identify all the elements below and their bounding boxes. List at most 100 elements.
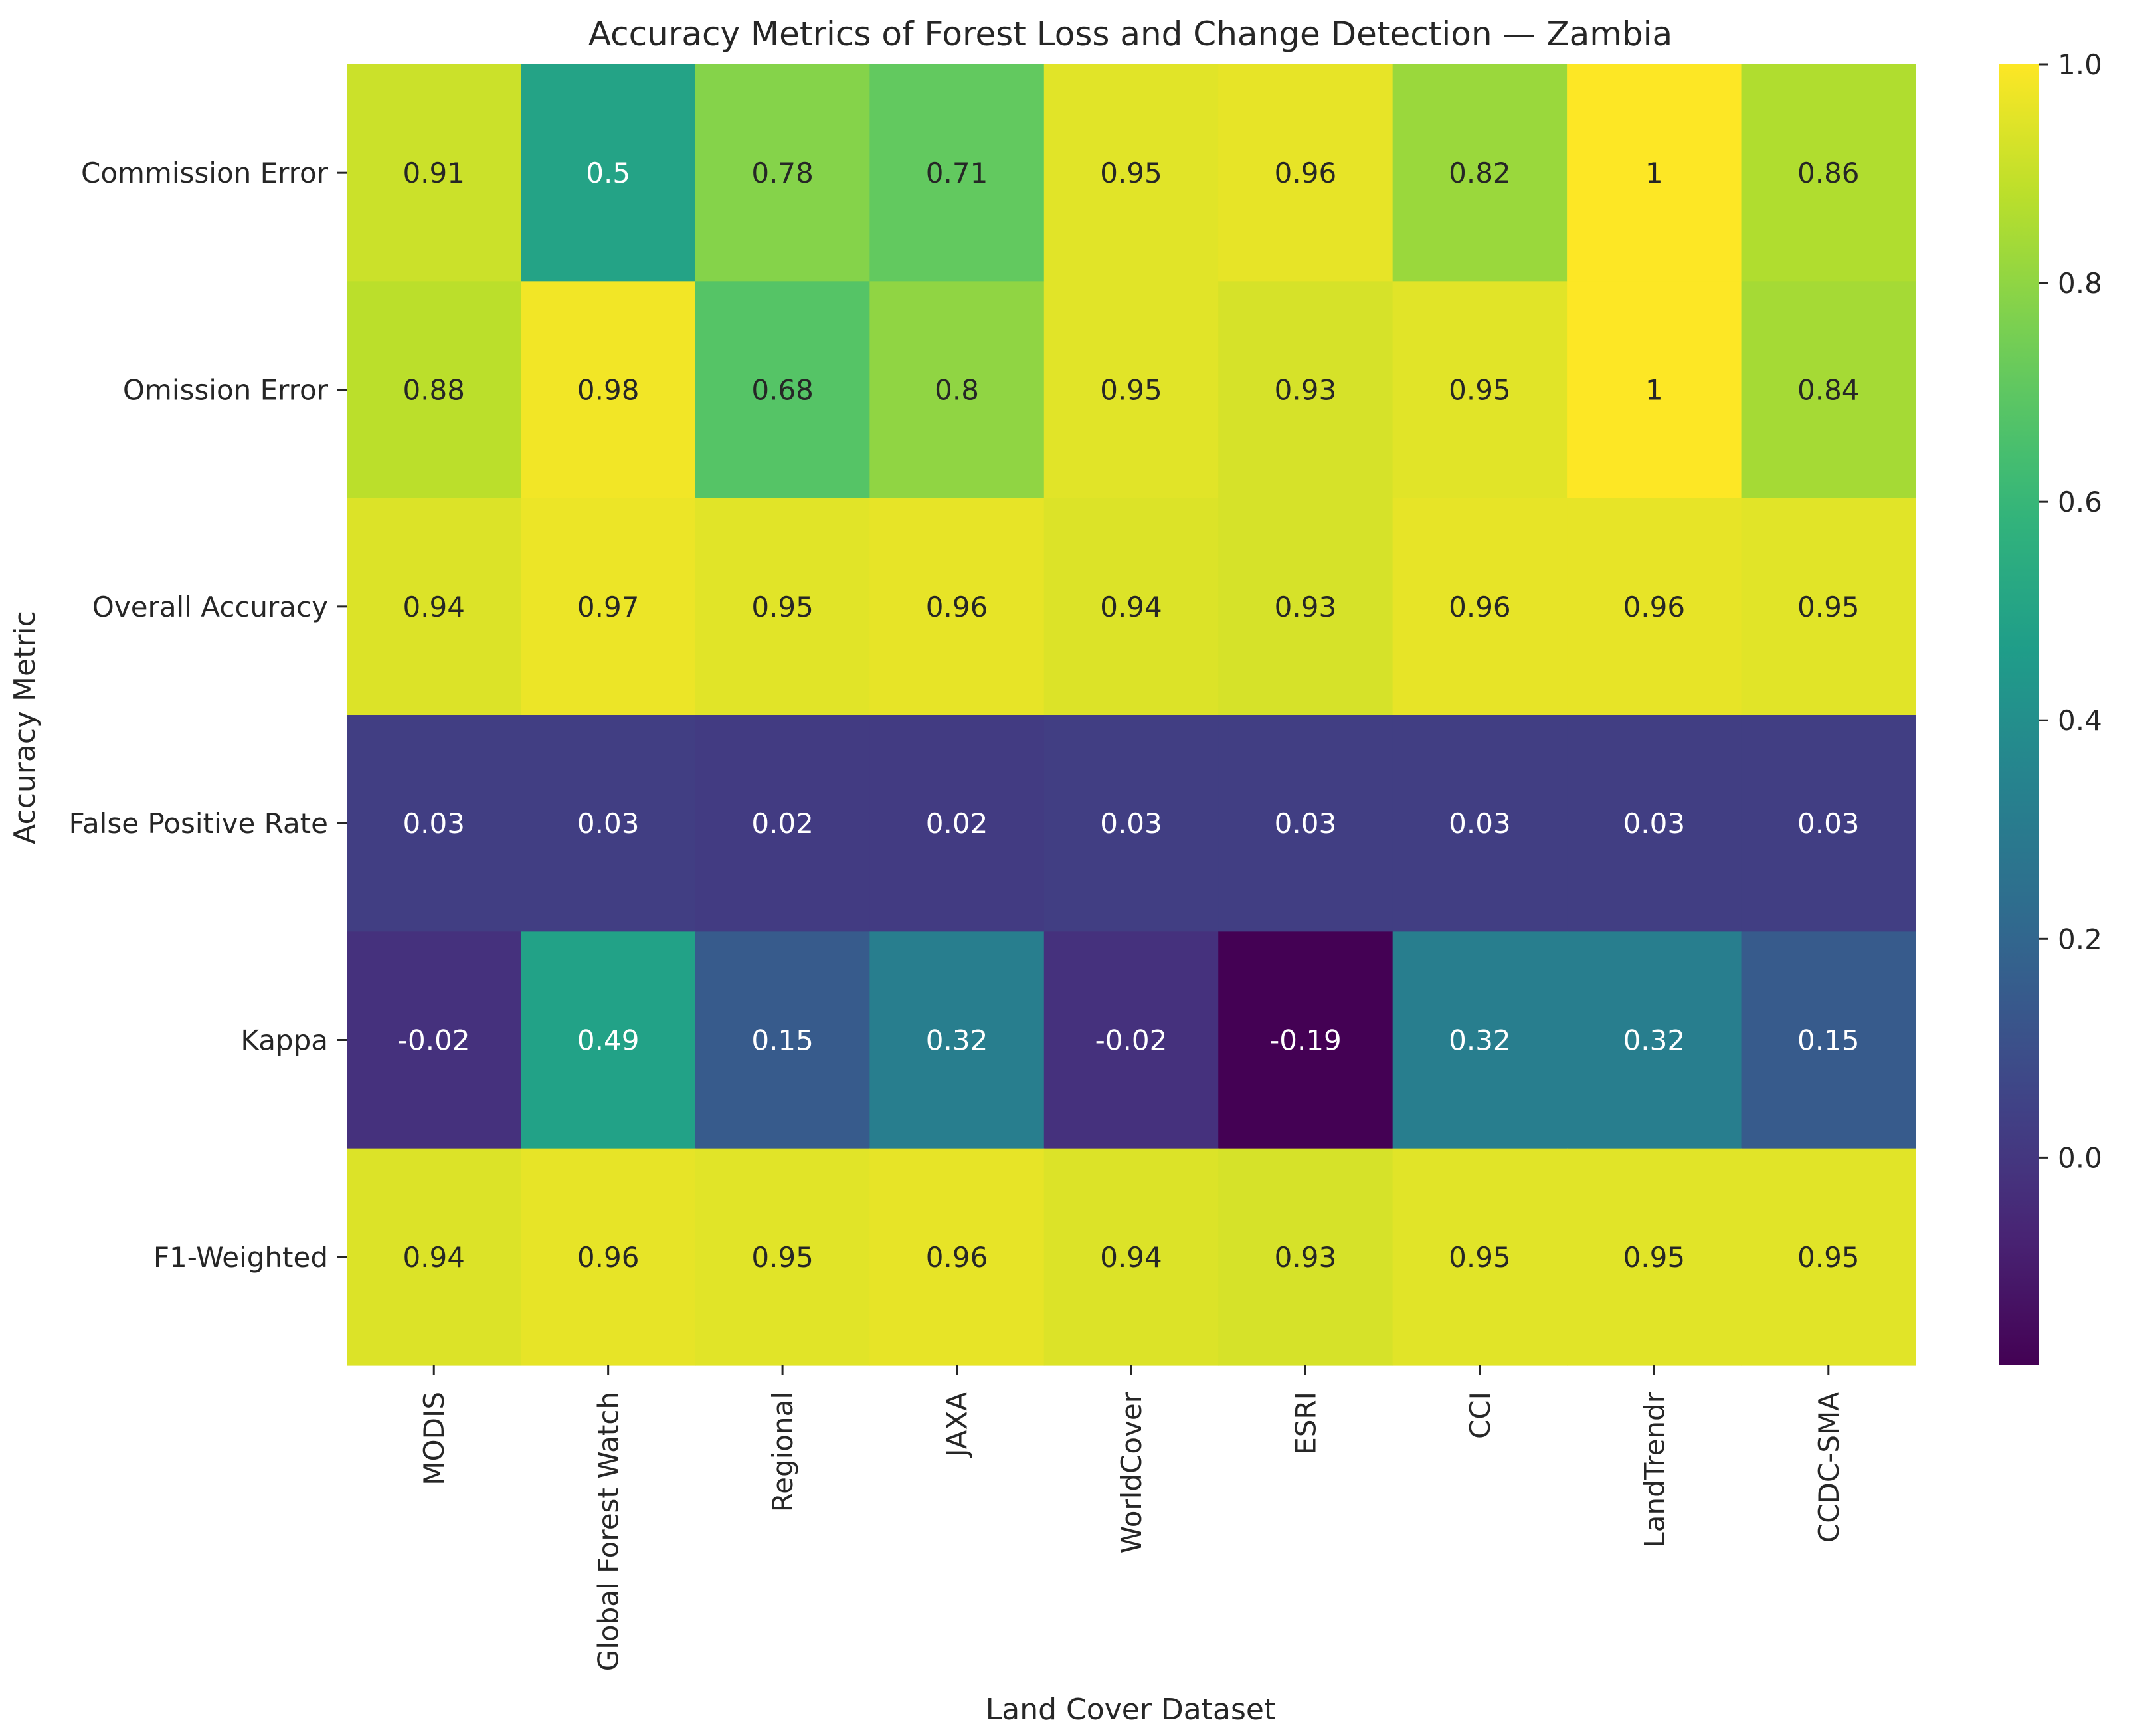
cell-value-label: 0.49 bbox=[577, 1024, 640, 1057]
heatmap-cell bbox=[695, 281, 870, 499]
cell-value-label: 0.94 bbox=[403, 591, 465, 623]
y-tick-label: F1-Weighted bbox=[153, 1241, 328, 1274]
cell-value-label: 0.82 bbox=[1449, 157, 1511, 189]
x-tick-label: Global Forest Watch bbox=[592, 1392, 625, 1671]
heatmap-cell bbox=[1392, 1148, 1568, 1366]
x-tick-label: JAXA bbox=[941, 1392, 974, 1459]
cell-value-label: 0.95 bbox=[1797, 1241, 1860, 1274]
cell-value-label: 0.93 bbox=[1275, 1241, 1337, 1274]
cell-value-label: 0.94 bbox=[1100, 1241, 1162, 1274]
heatmap-cell bbox=[1567, 931, 1742, 1149]
cell-value-label: 0.96 bbox=[1449, 591, 1511, 623]
cell-value-label: 0.03 bbox=[1100, 807, 1162, 840]
cell-value-label: 0.95 bbox=[1623, 1241, 1686, 1274]
heatmap-cell bbox=[1741, 1148, 1916, 1366]
cell-value-label: 0.84 bbox=[1797, 374, 1860, 407]
cell-value-label: 0.71 bbox=[926, 157, 988, 189]
cell-value-label: 1 bbox=[1645, 157, 1663, 189]
cell-value-label: 1 bbox=[1645, 374, 1663, 407]
cell-value-label: 0.95 bbox=[751, 1241, 814, 1274]
y-tick-label: Commission Error bbox=[81, 157, 329, 189]
cell-value-label: 0.95 bbox=[751, 591, 814, 623]
y-axis-label: Accuracy Metric bbox=[8, 611, 42, 844]
x-tick-label: WorldCover bbox=[1115, 1391, 1148, 1553]
heatmap-cell bbox=[1218, 64, 1393, 282]
colorbar-tick-label: 0.2 bbox=[2058, 923, 2102, 955]
x-tick-label: CCI bbox=[1464, 1392, 1496, 1439]
heatmap-cell bbox=[1567, 715, 1742, 932]
heatmap-cell bbox=[1741, 931, 1916, 1149]
heatmap-cell bbox=[521, 715, 696, 932]
cell-value-label: 0.78 bbox=[751, 157, 814, 189]
x-tick-label: LandTrendr bbox=[1638, 1391, 1670, 1547]
heatmap-cell bbox=[869, 498, 1045, 716]
heatmap-cell bbox=[521, 64, 696, 282]
heatmap-cell bbox=[347, 281, 522, 499]
heatmap-cell bbox=[1218, 715, 1393, 932]
heatmap-cell bbox=[1567, 1148, 1742, 1366]
heatmap-cell bbox=[1741, 715, 1916, 932]
colorbar-tick-label: 1.0 bbox=[2058, 48, 2102, 81]
cell-value-label: 0.02 bbox=[751, 807, 814, 840]
cell-value-label: 0.94 bbox=[1100, 591, 1162, 623]
colorbar-tick-label: 0.4 bbox=[2058, 704, 2102, 737]
heatmap-cell bbox=[695, 931, 870, 1149]
cell-value-label: 0.95 bbox=[1797, 591, 1860, 623]
x-axis-label: Land Cover Dataset bbox=[986, 1693, 1275, 1727]
cell-value-label: 0.95 bbox=[1100, 157, 1162, 189]
heatmap-cell bbox=[1218, 931, 1393, 1149]
heatmap-cell bbox=[1043, 931, 1219, 1149]
heatmap-cell bbox=[1567, 64, 1742, 282]
cell-value-label: 0.86 bbox=[1797, 157, 1860, 189]
cell-value-label: -0.02 bbox=[1095, 1024, 1168, 1057]
heatmap-cell bbox=[347, 715, 522, 932]
heatmap-cell bbox=[1043, 498, 1219, 716]
colorbar-tick-label: 0.8 bbox=[2058, 267, 2102, 300]
x-tick-label: MODIS bbox=[418, 1392, 450, 1486]
heatmap-cell bbox=[695, 64, 870, 282]
heatmap-cell bbox=[1218, 281, 1393, 499]
cell-value-label: 0.95 bbox=[1100, 374, 1162, 407]
cell-value-label: 0.03 bbox=[1449, 807, 1511, 840]
x-axis-ticks: MODIS Global Forest Watch Regional JAXA Worl… bbox=[418, 1365, 1845, 1671]
chart-title: Accuracy Metrics of Forest Loss and Chan… bbox=[588, 15, 1672, 53]
heatmap-cell bbox=[1392, 715, 1568, 932]
heatmap-cell bbox=[869, 281, 1045, 499]
heatmap-cell bbox=[1043, 281, 1219, 499]
cell-value-label: 0.15 bbox=[751, 1024, 814, 1057]
cell-value-label: 0.8 bbox=[935, 374, 979, 407]
heatmap-cell bbox=[1392, 64, 1568, 282]
cell-value-label: 0.96 bbox=[1623, 591, 1686, 623]
cell-value-label: 0.95 bbox=[1449, 374, 1511, 407]
heatmap-cell bbox=[869, 64, 1045, 282]
colorbar bbox=[1999, 64, 2039, 1365]
cell-value-label: 0.03 bbox=[1623, 807, 1686, 840]
y-tick-label: Omission Error bbox=[123, 374, 329, 407]
heatmap-cell bbox=[1392, 498, 1568, 716]
cell-value-label: 0.15 bbox=[1797, 1024, 1860, 1057]
y-axis-ticks: Commission Error Omission Error Overall Ac… bbox=[69, 157, 347, 1274]
x-tick-label: Regional bbox=[766, 1392, 799, 1512]
cell-value-label: 0.96 bbox=[577, 1241, 640, 1274]
cell-value-label: 0.68 bbox=[751, 374, 814, 407]
cell-value-label: 0.97 bbox=[577, 591, 640, 623]
heatmap-cell bbox=[695, 715, 870, 932]
heatmap-cell bbox=[1043, 64, 1219, 282]
cell-value-label: 0.93 bbox=[1275, 374, 1337, 407]
heatmap-cell bbox=[347, 1148, 522, 1366]
heatmap-cell bbox=[521, 1148, 696, 1366]
y-tick-label: False Positive Rate bbox=[69, 807, 328, 840]
cell-value-label: -0.19 bbox=[1269, 1024, 1342, 1057]
cell-value-label: 0.03 bbox=[1275, 807, 1337, 840]
cell-value-label: 0.03 bbox=[403, 807, 465, 840]
cell-value-label: 0.94 bbox=[403, 1241, 465, 1274]
heatmap-cell bbox=[1218, 498, 1393, 716]
heatmap-cell bbox=[1392, 931, 1568, 1149]
heatmap-cell bbox=[521, 281, 696, 499]
cell-value-label: 0.03 bbox=[1797, 807, 1860, 840]
heatmap-cell bbox=[1567, 498, 1742, 716]
heatmap-cell bbox=[347, 931, 522, 1149]
heatmap-cell bbox=[1218, 1148, 1393, 1366]
x-tick-label: CCDC-SMA bbox=[1813, 1392, 1845, 1543]
